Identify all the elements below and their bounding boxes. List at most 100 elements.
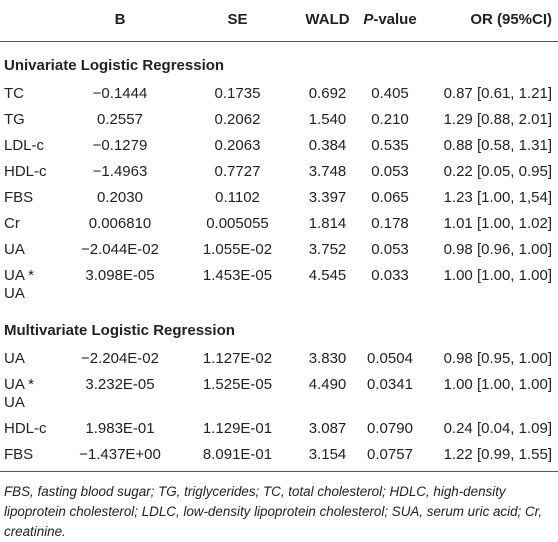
table-body: Univariate Logistic Regression TC −0.1444 0… <box>0 42 558 472</box>
cell: 0.22 [0.05, 0.95] <box>443 163 552 180</box>
cell: 0.24 [0.04, 1.09] <box>443 420 552 437</box>
cell: 1.814 <box>308 215 347 232</box>
cell: 0.2557 <box>97 111 143 128</box>
cell: −2.204E-02 <box>81 350 159 367</box>
row-label: HDL-c <box>0 416 60 442</box>
section-title: Univariate Logistic Regression <box>4 57 225 74</box>
column-header: OR (95%CI) <box>420 0 558 42</box>
row-label-text: HDL-c <box>4 420 47 437</box>
row-label-text: UA * UA <box>4 376 35 411</box>
cell: 3.154 <box>308 446 347 463</box>
row-label-text: TG <box>4 111 25 128</box>
cell: 3.752 <box>308 241 347 258</box>
column-header-text: OR (95%CI) <box>470 11 552 28</box>
cell: 0.88 [0.58, 1.31] <box>443 137 552 154</box>
row-label: UA * UA <box>0 372 60 416</box>
row-label: TC <box>0 81 60 107</box>
cell: 0.1735 <box>214 85 261 102</box>
data-row: UA * UA 3.098E-05 1.453E-05 4.545 0.033 1.00 … <box>0 263 558 307</box>
cell: 3.830 <box>308 350 347 367</box>
cell: 0.2030 <box>97 189 143 206</box>
cell: 0.006810 <box>88 215 152 232</box>
cell: 0.0341 <box>367 376 413 393</box>
row-label-text: HDL-c <box>4 163 47 180</box>
regression-table: B SE WALD P-value OR (95%CI) Univariate Logi… <box>0 0 558 472</box>
data-row: HDL-c −1.4963 0.7727 3.748 0.053 0.22 [0.05, … <box>0 159 558 185</box>
cell: 1.129E-01 <box>202 420 273 437</box>
data-row: TG 0.2557 0.2062 1.540 0.210 1.29 [0.88, 2.01… <box>0 107 558 133</box>
data-row: FBS 0.2030 0.1102 3.397 0.065 1.23 [1.00, 1,5… <box>0 185 558 211</box>
cell: 1.00 [1.00, 1.00] <box>443 267 552 284</box>
column-header: P-value <box>360 0 420 42</box>
row-label-text: FBS <box>4 446 34 463</box>
cell: 8.091E-01 <box>202 446 273 463</box>
cell: 0.2062 <box>214 111 261 128</box>
data-row: LDL-c −0.1279 0.2063 0.384 0.535 0.88 [0.58, … <box>0 133 558 159</box>
row-label-text: UA <box>4 241 25 258</box>
cell: 1.055E-02 <box>202 241 273 258</box>
data-row: UA * UA 3.232E-05 1.525E-05 4.490 0.0341 1.00… <box>0 372 558 416</box>
cell: 0.7727 <box>214 163 261 180</box>
data-row: FBS −1.437E+00 8.091E-01 3.154 0.0757 1.22 [0… <box>0 442 558 472</box>
cell: 0.0504 <box>367 350 413 367</box>
cell: 1.23 [1.00, 1,54] <box>443 189 552 206</box>
row-label-text: FBS <box>4 189 34 206</box>
cell: 0.210 <box>371 111 409 128</box>
cell: −2.044E-02 <box>81 241 159 258</box>
data-row: Cr 0.006810 0.005055 1.814 0.178 1.01 [1.00, … <box>0 211 558 237</box>
column-header: B <box>60 0 180 42</box>
cell: 3.087 <box>308 420 347 437</box>
column-header-text: SE <box>227 11 248 28</box>
cell: 0.065 <box>371 189 409 206</box>
row-label: TG <box>0 107 60 133</box>
cell: 0.98 [0.95, 1.00] <box>443 350 552 367</box>
data-row: UA −2.044E-02 1.055E-02 3.752 0.053 0.98 [0.9… <box>0 237 558 263</box>
cell: 0.1102 <box>215 189 260 206</box>
cell: 0.535 <box>371 137 409 154</box>
cell: 0.0790 <box>367 420 413 437</box>
cell: 0.405 <box>371 85 409 102</box>
cell: 3.748 <box>308 163 347 180</box>
row-label-text: UA <box>4 350 25 367</box>
cell: 1.00 [1.00, 1.00] <box>443 376 552 393</box>
cell: −0.1279 <box>92 137 148 154</box>
cell: 3.397 <box>308 189 347 206</box>
section-row: Univariate Logistic Regression <box>0 42 558 82</box>
data-row: UA −2.204E-02 1.127E-02 3.830 0.0504 0.98 [0.… <box>0 346 558 372</box>
row-label-text: TC <box>4 85 24 102</box>
data-row: HDL-c 1.983E-01 1.129E-01 3.087 0.0790 0.24 [… <box>0 416 558 442</box>
cell: 1.983E-01 <box>85 420 155 437</box>
row-label: UA <box>0 346 60 372</box>
cell: 4.545 <box>308 267 347 284</box>
cell: 0.2063 <box>214 137 261 154</box>
cell: 1.453E-05 <box>202 267 273 284</box>
row-label-text: Cr <box>4 215 20 232</box>
cell: −0.1444 <box>92 85 148 102</box>
cell: 0.692 <box>308 85 347 102</box>
section-row: Multivariate Logistic Regression <box>0 307 558 346</box>
cell: 3.232E-05 <box>85 376 155 393</box>
footnote: FBS, fasting blood sugar; TG, triglyceri… <box>4 484 543 539</box>
row-label: FBS <box>0 185 60 211</box>
column-header: SE <box>180 0 295 42</box>
column-header-text: WALD <box>305 11 350 28</box>
row-label: Cr <box>0 211 60 237</box>
cell: 1.127E-02 <box>202 350 273 367</box>
cell: 0.053 <box>371 241 409 258</box>
cell: 1.01 [1.00, 1.02] <box>443 215 552 232</box>
row-label: FBS <box>0 442 60 472</box>
cell: −1.437E+00 <box>79 446 161 463</box>
row-label: LDL-c <box>0 133 60 159</box>
row-label-text: UA * UA <box>4 267 35 302</box>
row-label-text: LDL-c <box>4 137 45 154</box>
cell: 4.490 <box>308 376 347 393</box>
row-label: HDL-c <box>0 159 60 185</box>
cell: 1.540 <box>308 111 347 128</box>
section-title: Multivariate Logistic Regression <box>4 322 235 339</box>
cell: 0.053 <box>371 163 409 180</box>
row-label: UA * UA <box>0 263 60 307</box>
cell: 1.29 [0.88, 2.01] <box>443 111 552 128</box>
cell: 1.22 [0.99, 1.55] <box>443 446 552 463</box>
cell: 0.178 <box>371 215 409 232</box>
